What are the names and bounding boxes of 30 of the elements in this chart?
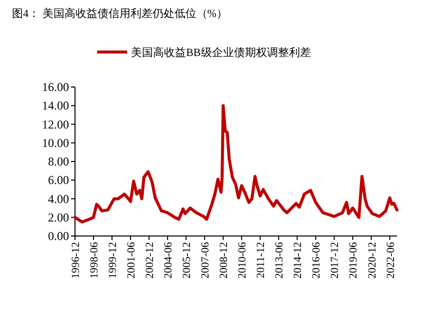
x-tick-label: 2002-12 xyxy=(144,242,156,279)
x-tick-label: 2001-06 xyxy=(126,242,138,279)
line-series xyxy=(74,104,398,224)
y-tick-label: 10.00 xyxy=(42,136,69,150)
y-tick-label: 6.00 xyxy=(48,173,69,188)
x-tick-label: 2005-12 xyxy=(181,242,194,279)
x-tick-label: 2016-06 xyxy=(310,242,323,279)
x-tick-label: 2008-12 xyxy=(218,242,230,279)
x-tick-label: 1999-12 xyxy=(107,242,120,279)
x-tick-label: 2011-12 xyxy=(255,242,268,278)
x-tick-label: 1996-12 xyxy=(70,242,82,279)
x-tick-label: 1998-06 xyxy=(88,242,100,279)
x-tick-label: 2013-06 xyxy=(274,242,286,279)
y-tick-label: 0.00 xyxy=(48,229,69,243)
chart-title: 图4： 美国高收益债信用利差仍处低位（%） xyxy=(12,7,228,20)
y-tick-label: 8.00 xyxy=(48,154,69,168)
x-tick-label: 2007-06 xyxy=(200,242,212,279)
x-tick-label: 2019-06 xyxy=(348,242,360,279)
x-tick-label: 2022-06 xyxy=(384,242,397,279)
x-tick-label: 2010-06 xyxy=(236,242,249,279)
y-tick-label: 16.00 xyxy=(42,80,69,94)
y-tick-label: 14.00 xyxy=(42,98,69,113)
x-tick-label: 2020-12 xyxy=(366,242,378,279)
y-tick-label: 2.00 xyxy=(48,210,69,224)
y-tick-label: 4.00 xyxy=(48,192,69,206)
x-tick-label: 2014-12 xyxy=(292,242,304,279)
x-tick-label: 2004-06 xyxy=(162,242,175,279)
x-tick-label: 2017-12 xyxy=(329,242,342,279)
legend-label: 美国高收益BB级企业债期权调整利差 xyxy=(131,46,311,59)
y-tick-label: 12.00 xyxy=(42,117,69,132)
